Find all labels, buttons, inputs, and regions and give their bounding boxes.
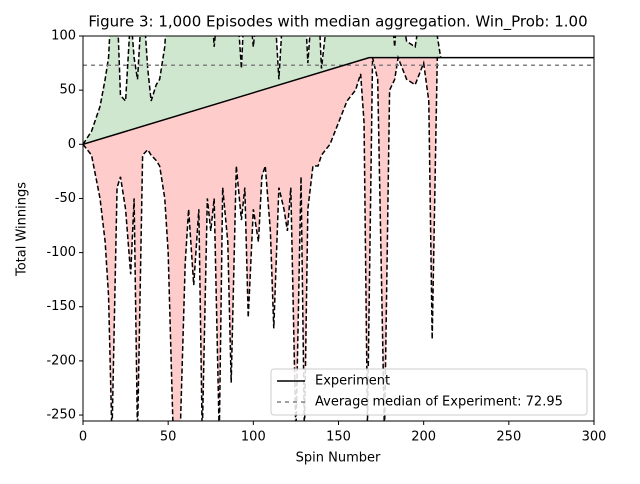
x-tick-label: 300 bbox=[582, 430, 607, 445]
median-line bbox=[83, 56, 594, 146]
x-tick-label: 100 bbox=[241, 430, 266, 445]
lower-fill bbox=[83, 57, 441, 421]
x-tick-label: 50 bbox=[160, 430, 177, 445]
y-tick-label: 50 bbox=[59, 83, 76, 98]
legend-label: Average median of Experiment: 72.95 bbox=[315, 395, 563, 410]
lower-line bbox=[83, 54, 441, 421]
x-axis-label: Spin Number bbox=[296, 451, 381, 466]
y-tick-label: -50 bbox=[55, 191, 76, 206]
y-tick-label: -100 bbox=[46, 245, 76, 260]
y-tick-label: -250 bbox=[46, 408, 76, 423]
legend-label: Experiment bbox=[315, 374, 390, 389]
plot-area bbox=[83, 36, 594, 421]
y-tick-label: -150 bbox=[46, 299, 76, 314]
x-tick-label: 0 bbox=[79, 430, 87, 445]
x-tick-label: 250 bbox=[496, 430, 521, 445]
x-tick-label: 200 bbox=[411, 430, 436, 445]
legend-box bbox=[270, 368, 588, 416]
y-tick-label: -200 bbox=[46, 353, 76, 368]
y-tick-label: 0 bbox=[68, 137, 76, 152]
chart-title: Figure 3: 1,000 Episodes with median agg… bbox=[88, 13, 587, 32]
y-axis-label: Total Winnings bbox=[15, 182, 30, 277]
y-tick-label: 100 bbox=[51, 29, 76, 44]
x-tick-label: 150 bbox=[326, 430, 351, 445]
